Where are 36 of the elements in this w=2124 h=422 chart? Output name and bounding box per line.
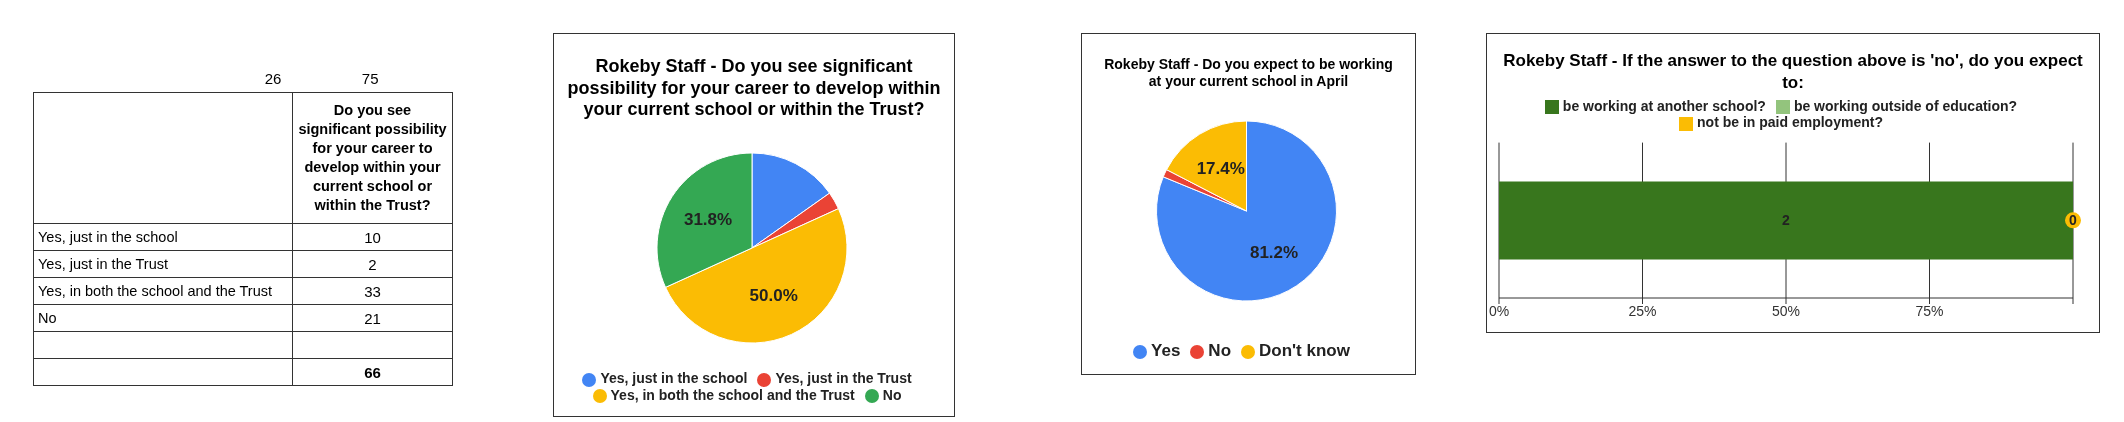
text: 66 <box>292 358 453 386</box>
text: 33 <box>292 277 453 305</box>
data-label: 81.2% <box>1249 242 1299 262</box>
x-tick-label: 0% <box>1488 303 1510 320</box>
text: Yes, just in the Trust <box>33 250 293 278</box>
text: Yes, in both the school and the Trust <box>33 277 293 305</box>
legend-label: No <box>882 386 902 403</box>
chart-title: Rokeby Staff - Do you expect to be working at your current school in April <box>1103 55 1394 90</box>
legend-label: Don't know <box>1259 341 1350 360</box>
data-label: 50.0% <box>749 286 798 306</box>
text: 75 <box>360 70 380 89</box>
text: No <box>33 304 293 332</box>
text: Do you see significant possibility for your career to develop within your current school or within the Trust? <box>292 92 453 224</box>
legend-label: Yes, just in the Trust <box>775 370 912 387</box>
data-label: 31.8% <box>683 210 733 230</box>
x-tick-label: 75% <box>1915 303 1944 320</box>
chart-title: Rokeby Staff - Do you see significant possibility for your career to develop within your current school or within the Trust? <box>566 55 942 121</box>
legend-label: Yes, in both the school and the Trust <box>610 386 855 403</box>
chart-title: Rokeby Staff - If the answer to the question above is 'no', do you expect to: <box>1502 50 2084 95</box>
text: 2 <box>292 250 453 278</box>
data-label: 17.4% <box>1196 159 1245 179</box>
x-tick-label: 25% <box>1628 303 1657 320</box>
text: 10 <box>292 223 453 251</box>
text: 21 <box>292 304 453 332</box>
annotation: 0 <box>2069 212 2078 229</box>
legend-label: Yes <box>1151 341 1181 360</box>
pie-slice <box>1156 120 1337 302</box>
annotation: 2 <box>1782 212 1791 229</box>
text: Yes, just in the school <box>33 223 293 251</box>
legend-label: No <box>1208 341 1232 360</box>
x-tick-label: 50% <box>1771 303 1801 320</box>
legend-label: be working outside of education? <box>1793 98 2018 115</box>
legend-label: Yes, just in the school <box>600 370 748 387</box>
legend-label: not be in paid employment? <box>1697 114 1883 131</box>
text: 26 <box>263 70 283 89</box>
legend-label: be working at another school? <box>1562 98 1766 115</box>
